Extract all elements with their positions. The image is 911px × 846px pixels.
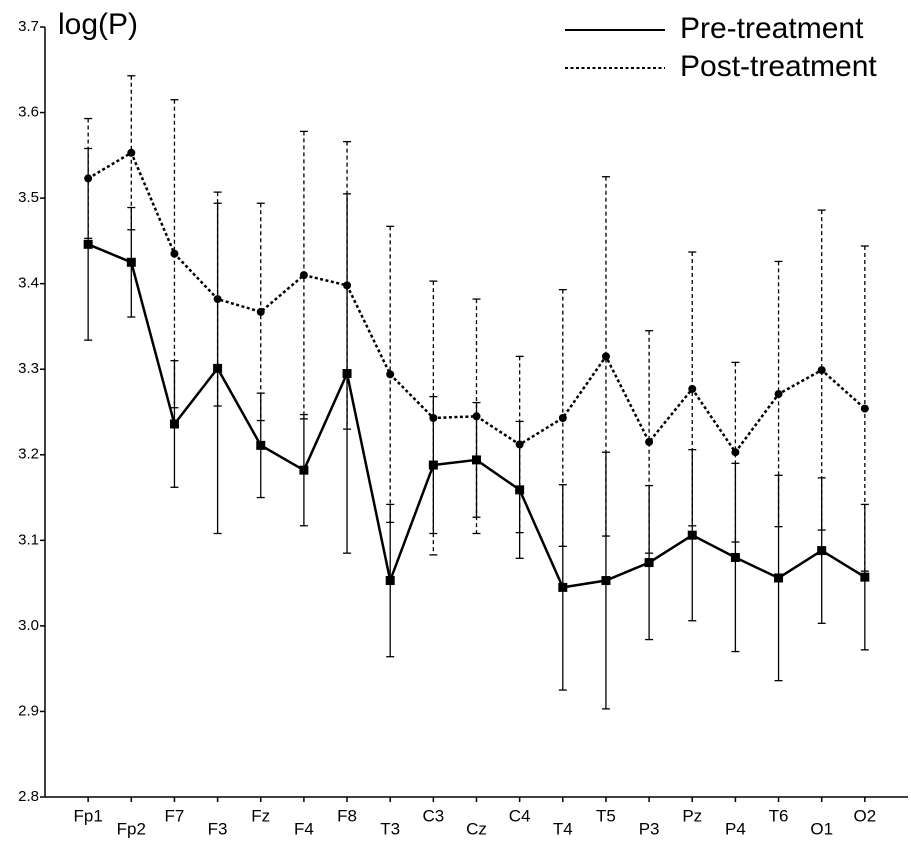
x-tick-label: Cz — [466, 819, 487, 838]
y-tick-label: 3.0 — [18, 617, 39, 634]
y-tick-label: 3.5 — [18, 189, 39, 206]
y-tick-label: 3.2 — [18, 446, 39, 463]
marker — [774, 390, 783, 399]
marker — [169, 419, 179, 429]
y-tick-label: 3.1 — [18, 531, 39, 548]
x-tick-label: C4 — [509, 806, 531, 825]
marker — [644, 558, 654, 568]
x-tick-label: C3 — [422, 806, 444, 825]
marker — [774, 573, 784, 583]
y-tick-label: 3.6 — [18, 104, 39, 121]
marker — [558, 413, 567, 422]
marker — [299, 271, 308, 280]
marker — [83, 239, 93, 249]
legend-label: Post-treatment — [680, 50, 877, 83]
marker — [645, 437, 654, 446]
marker — [860, 572, 870, 582]
y-tick-label: 2.9 — [18, 702, 39, 719]
x-tick-label: P4 — [725, 819, 746, 838]
marker — [213, 295, 222, 304]
marker — [170, 249, 179, 258]
x-tick-label: P3 — [639, 819, 660, 838]
marker — [84, 174, 93, 183]
y-tick-label: 3.7 — [18, 18, 39, 35]
marker — [126, 257, 136, 267]
marker — [256, 440, 266, 450]
x-tick-label: O2 — [854, 806, 877, 825]
x-tick-label: T3 — [380, 819, 400, 838]
y-axis-label: log(P) — [58, 8, 138, 41]
marker — [687, 530, 697, 540]
x-tick-label: O1 — [810, 819, 833, 838]
marker — [515, 440, 524, 449]
marker — [817, 366, 826, 375]
x-tick-label: F3 — [208, 819, 228, 838]
x-tick-label: Fz — [251, 806, 270, 825]
y-tick-label: 2.8 — [18, 788, 39, 805]
marker — [385, 576, 395, 586]
marker — [472, 455, 481, 465]
x-tick-label: T4 — [553, 819, 573, 838]
x-tick-label: Pz — [682, 806, 702, 825]
marker — [299, 465, 309, 475]
legend-label: Pre-treatment — [680, 12, 864, 45]
x-tick-label: Fp1 — [74, 806, 103, 825]
y-tick-label: 3.3 — [18, 360, 39, 377]
x-tick-label: Fp2 — [117, 819, 146, 838]
marker — [558, 582, 568, 592]
x-tick-label: T6 — [769, 806, 789, 825]
y-tick-label: 3.4 — [18, 275, 39, 292]
x-tick-label: F8 — [337, 806, 357, 825]
x-tick-label: F4 — [294, 819, 314, 838]
marker — [730, 552, 740, 562]
marker — [688, 384, 697, 393]
marker — [386, 370, 395, 379]
marker — [256, 307, 265, 316]
marker — [817, 546, 827, 556]
marker — [731, 448, 740, 457]
marker — [343, 281, 352, 290]
marker — [127, 148, 136, 157]
marker — [601, 576, 611, 586]
x-tick-label: T5 — [596, 806, 616, 825]
marker — [601, 352, 610, 361]
marker — [429, 413, 438, 422]
x-tick-label: F7 — [165, 806, 185, 825]
marker — [860, 404, 869, 413]
marker — [472, 412, 481, 421]
